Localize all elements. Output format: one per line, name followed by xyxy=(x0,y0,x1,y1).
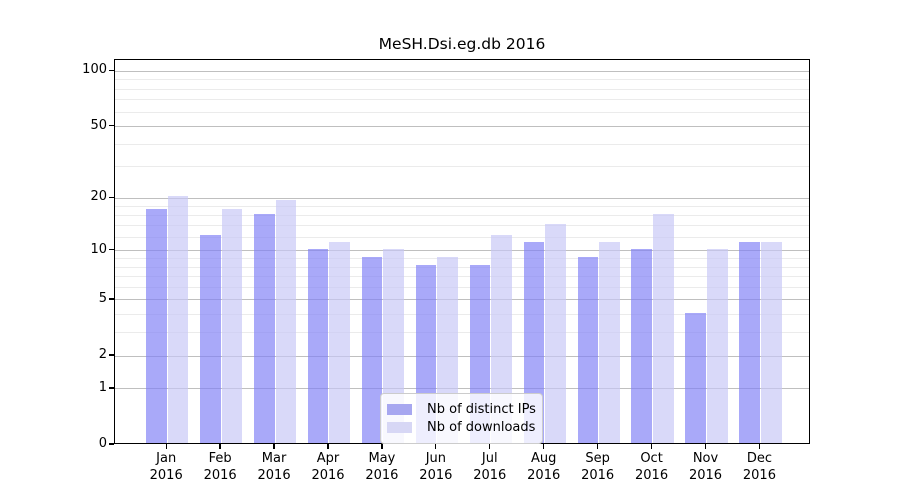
y-axis-tick xyxy=(108,443,114,445)
gridline-major xyxy=(115,126,809,128)
bar xyxy=(739,241,760,443)
legend: Nb of distinct IPs Nb of downloads xyxy=(380,393,543,444)
gridline-minor xyxy=(115,143,809,145)
y-tick-label: 5 xyxy=(98,290,107,306)
gridline-minor xyxy=(115,111,809,113)
gridline-minor xyxy=(115,276,809,278)
bar xyxy=(307,248,329,443)
y-axis-tick xyxy=(108,124,114,127)
y-axis-tick xyxy=(108,249,114,251)
x-tick-label: Jul 2016 xyxy=(473,451,507,483)
plot-area xyxy=(114,59,810,444)
x-axis-tick xyxy=(758,444,761,449)
y-tick-label: 1 xyxy=(98,379,107,395)
x-axis-tick xyxy=(165,444,167,449)
x-tick-label: Apr 2016 xyxy=(311,451,345,483)
legend-item: Nb of distinct IPs xyxy=(387,401,536,417)
gridline-minor xyxy=(115,99,809,101)
bar xyxy=(523,241,545,443)
legend-label: Nb of downloads xyxy=(427,419,536,435)
x-axis-tick xyxy=(327,444,329,449)
bar xyxy=(760,241,782,443)
y-axis-tick xyxy=(108,298,114,300)
y-tick-label: 20 xyxy=(90,189,107,205)
x-tick-label: Feb 2016 xyxy=(203,451,237,483)
y-axis-tick xyxy=(108,69,114,71)
gridline-minor xyxy=(115,258,809,259)
x-tick-label: Mar 2016 xyxy=(257,451,291,483)
bar xyxy=(599,241,620,443)
gridline-minor xyxy=(115,79,809,81)
gridline-minor xyxy=(115,286,809,288)
bar xyxy=(707,248,728,443)
gridline-major xyxy=(115,299,809,301)
chart-title: MeSH.Dsi.eg.db 2016 xyxy=(378,35,546,53)
x-axis-tick xyxy=(381,444,383,449)
bar xyxy=(577,256,599,443)
gridline-major xyxy=(115,355,809,357)
y-tick-label: 50 xyxy=(90,117,107,133)
x-axis-tick xyxy=(704,444,707,449)
bar xyxy=(221,208,243,443)
x-axis-tick xyxy=(219,444,221,449)
bar xyxy=(491,235,512,443)
bar xyxy=(653,213,674,443)
y-axis-tick xyxy=(108,387,114,389)
bar xyxy=(167,196,189,443)
y-axis-tick xyxy=(108,354,114,356)
gridline-minor xyxy=(115,332,809,334)
gridline-minor xyxy=(115,88,809,90)
bar xyxy=(329,241,351,443)
x-axis-tick xyxy=(650,444,653,449)
gridline-major xyxy=(115,388,809,390)
x-tick-label: Oct 2016 xyxy=(635,451,669,483)
bar xyxy=(253,213,275,443)
x-tick-label: Sep 2016 xyxy=(581,451,615,483)
legend-item: Nb of downloads xyxy=(387,419,536,435)
bar xyxy=(146,208,167,443)
bar xyxy=(545,223,566,443)
x-tick-label: Aug 2016 xyxy=(527,451,561,483)
x-axis-tick xyxy=(543,444,545,449)
x-tick-label: May 2016 xyxy=(365,451,399,483)
x-tick-label: Dec 2016 xyxy=(742,451,776,483)
bar xyxy=(200,235,221,443)
gridline-minor xyxy=(115,314,809,316)
gridline-minor xyxy=(115,166,809,168)
gridline-minor xyxy=(115,225,809,227)
bar xyxy=(361,256,383,443)
x-axis-tick xyxy=(273,444,275,449)
y-tick-label: 0 xyxy=(98,436,107,451)
legend-label: Nb of distinct IPs xyxy=(427,401,536,417)
x-tick-label: Jan 2016 xyxy=(149,451,183,483)
bar xyxy=(685,312,706,443)
legend-swatch xyxy=(387,403,412,415)
y-tick-label: 2 xyxy=(98,347,107,363)
gridline-major xyxy=(115,70,809,72)
x-tick-label: Jun 2016 xyxy=(419,451,453,483)
gridline-minor xyxy=(115,236,809,238)
x-axis-tick xyxy=(435,444,437,449)
gridline-minor xyxy=(115,266,809,268)
bar xyxy=(275,200,297,443)
x-axis-tick xyxy=(489,444,491,449)
bar xyxy=(631,248,653,443)
gridline-minor xyxy=(115,206,809,207)
x-axis-tick xyxy=(596,444,599,449)
gridline-major xyxy=(115,250,809,252)
gridline-minor xyxy=(115,215,809,217)
y-tick-label: 10 xyxy=(90,241,107,257)
gridline-major xyxy=(115,197,809,199)
x-tick-label: Nov 2016 xyxy=(688,451,723,483)
y-tick-label: 100 xyxy=(82,62,107,78)
legend-swatch xyxy=(387,421,412,433)
y-axis-tick xyxy=(108,196,114,199)
